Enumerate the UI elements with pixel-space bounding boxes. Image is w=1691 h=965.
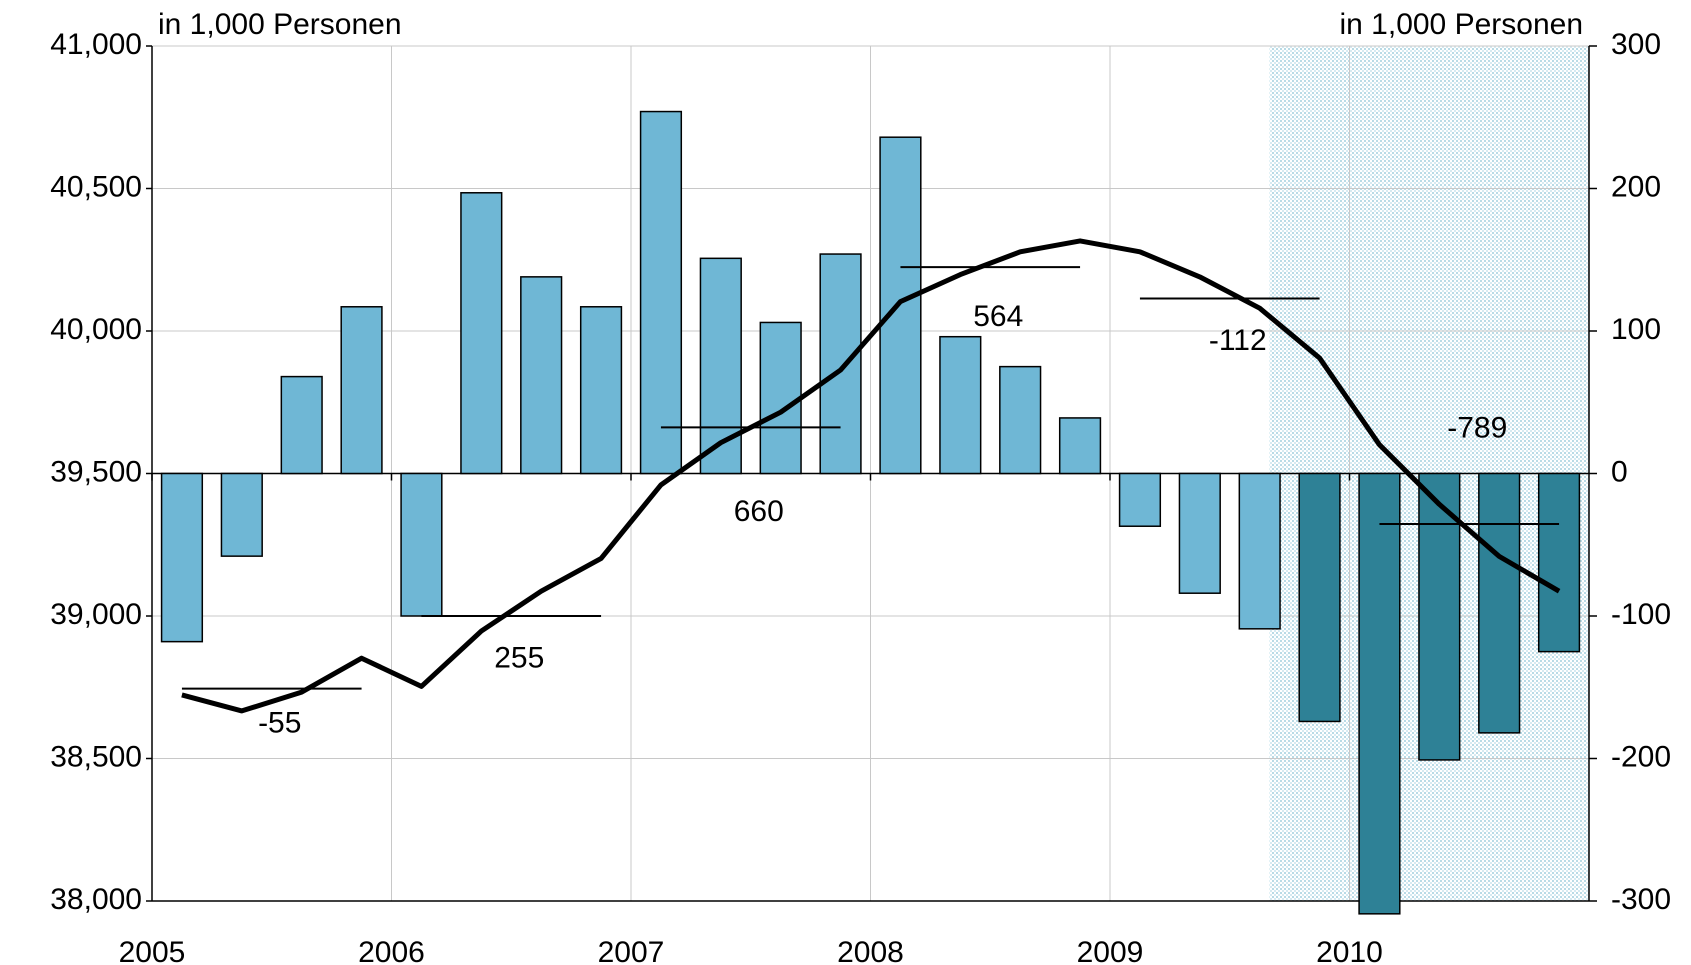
bar <box>160 472 204 643</box>
y-tick-label: 41,000 <box>50 28 142 61</box>
y2-tick-label: -300 <box>1611 883 1671 916</box>
y-axis-label: in 1,000 Personen <box>158 8 402 41</box>
bar <box>999 365 1042 475</box>
y2-tick-label: 0 <box>1611 455 1628 488</box>
y-tick-label: 39,000 <box>50 598 142 631</box>
bar <box>280 375 323 475</box>
bar <box>1478 472 1521 734</box>
bar <box>1058 417 1102 475</box>
bar <box>520 276 563 475</box>
x-tick-label: 2005 <box>119 936 186 965</box>
annual-change-label: -112 <box>1209 324 1267 357</box>
bar <box>1358 472 1401 915</box>
bar <box>1178 472 1221 594</box>
y2-tick-label: -200 <box>1611 740 1671 773</box>
annual-change-label: -789 <box>1447 412 1507 445</box>
x-tick-label: 2010 <box>1316 936 1383 965</box>
y2-axis-label: in 1,000 Personen <box>1339 8 1583 41</box>
bar <box>819 253 862 475</box>
bar <box>1118 472 1162 527</box>
bar <box>340 306 383 475</box>
bar <box>939 335 982 475</box>
annual-change-label: 660 <box>734 495 784 528</box>
bar <box>220 472 263 557</box>
y2-tick-label: 300 <box>1611 28 1661 61</box>
y-tick-label: 38,000 <box>50 883 142 916</box>
bar <box>579 306 623 475</box>
x-tick-label: 2007 <box>598 936 665 965</box>
y-tick-label: 38,500 <box>50 740 142 773</box>
bar <box>460 192 503 475</box>
y-tick-label: 40,500 <box>50 170 142 203</box>
x-tick-label: 2009 <box>1077 936 1144 965</box>
annual-change-label: 255 <box>494 641 544 674</box>
annual-change-label: 564 <box>973 300 1023 333</box>
x-tick-label: 2008 <box>837 936 904 965</box>
y-tick-label: 39,500 <box>50 455 142 488</box>
y2-tick-label: 200 <box>1611 170 1661 203</box>
bar <box>1298 472 1341 723</box>
x-tick-label: 2006 <box>358 936 425 965</box>
y2-tick-label: -100 <box>1611 598 1671 631</box>
bar <box>1537 472 1581 653</box>
y2-tick-label: 100 <box>1611 313 1661 346</box>
bar <box>639 110 683 475</box>
bar <box>1418 472 1461 761</box>
annual-change-label: -55 <box>258 706 301 739</box>
bar <box>400 472 443 617</box>
bar <box>759 321 802 475</box>
bar <box>1238 472 1281 630</box>
y-tick-label: 40,000 <box>50 313 142 346</box>
line <box>181 238 1561 714</box>
